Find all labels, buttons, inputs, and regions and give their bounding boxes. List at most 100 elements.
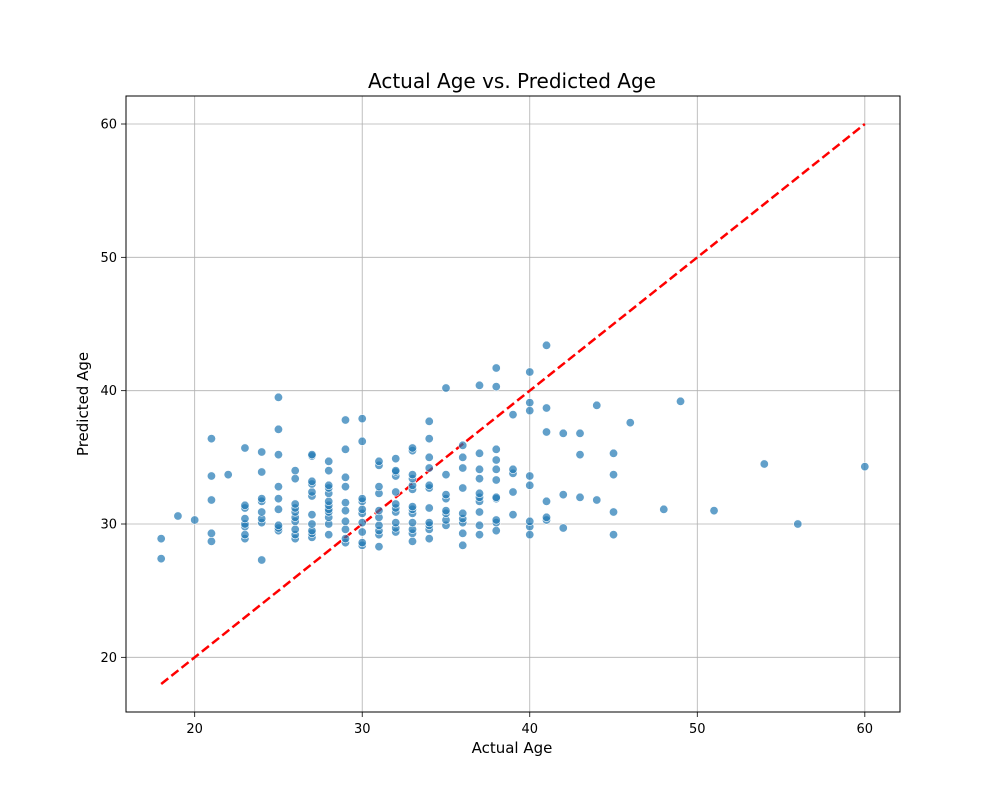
data-point (257, 507, 267, 517)
data-point (558, 523, 568, 533)
data-point (474, 520, 484, 530)
data-point (340, 498, 350, 508)
data-point (156, 554, 166, 564)
data-point (458, 528, 468, 538)
data-point (357, 527, 367, 537)
y-axis-ticks: 20 30 40 50 60 (100, 118, 126, 666)
y-tick-label: 40 (100, 384, 117, 399)
data-point (307, 519, 317, 529)
data-point (290, 466, 300, 476)
y-tick-label: 50 (100, 251, 117, 266)
data-point (357, 518, 367, 528)
data-point (206, 528, 216, 538)
data-point (474, 474, 484, 484)
data-point (592, 400, 602, 410)
data-point (324, 456, 334, 466)
data-point (542, 340, 552, 350)
y-tick-label: 60 (100, 118, 117, 133)
y-tick-label: 30 (100, 518, 117, 533)
data-point (156, 534, 166, 544)
data-point (424, 434, 434, 444)
data-point (491, 444, 501, 454)
data-point (424, 534, 434, 544)
data-point (223, 470, 233, 480)
data-point (659, 504, 669, 514)
data-point (240, 530, 250, 540)
data-point (525, 480, 535, 490)
data-point (508, 464, 518, 474)
data-point (525, 398, 535, 408)
data-point (374, 482, 384, 492)
data-point (508, 510, 518, 520)
data-point (391, 466, 401, 476)
data-point (441, 383, 451, 393)
data-point (592, 495, 602, 505)
data-point (206, 434, 216, 444)
x-tick-label: 60 (857, 722, 874, 737)
data-point (474, 488, 484, 498)
data-point (391, 454, 401, 464)
data-point (609, 530, 619, 540)
data-point (860, 462, 870, 472)
data-point (257, 467, 267, 477)
data-point (340, 524, 350, 534)
data-point (525, 367, 535, 377)
data-point (340, 472, 350, 482)
data-point (458, 440, 468, 450)
chart-title: Actual Age vs. Predicted Age (368, 69, 656, 93)
reference-line (160, 123, 866, 685)
grid-lines (126, 96, 900, 712)
plot-area-frame (125, 95, 901, 713)
reference-line-group (160, 123, 866, 685)
x-axis-ticks: 20 30 40 50 60 (186, 712, 873, 737)
data-point (575, 428, 585, 438)
data-point (407, 470, 417, 480)
data-point (340, 506, 350, 516)
data-point (558, 428, 568, 438)
data-point (474, 530, 484, 540)
data-point (407, 502, 417, 512)
data-point (206, 495, 216, 505)
data-point (491, 492, 501, 502)
data-point (407, 443, 417, 453)
data-point (357, 538, 367, 548)
data-point (340, 415, 350, 425)
data-point (407, 536, 417, 546)
data-point (240, 443, 250, 453)
data-point (340, 534, 350, 544)
data-point (625, 418, 635, 428)
data-point (340, 444, 350, 454)
data-point (307, 476, 317, 486)
data-point (458, 508, 468, 518)
data-point (424, 518, 434, 528)
data-point (206, 536, 216, 546)
data-point (474, 464, 484, 474)
data-point (709, 506, 719, 516)
x-tick-label: 50 (689, 722, 706, 737)
data-point (542, 427, 552, 437)
x-axis-label: Actual Age (472, 739, 553, 757)
data-point (324, 480, 334, 490)
data-point (525, 530, 535, 540)
data-point (491, 464, 501, 474)
data-point (609, 470, 619, 480)
x-tick-label: 20 (186, 722, 203, 737)
data-point (441, 490, 451, 500)
data-point (458, 463, 468, 473)
data-point (340, 482, 350, 492)
data-point (374, 456, 384, 466)
data-point (324, 530, 334, 540)
data-point (307, 487, 317, 497)
data-point (558, 490, 568, 500)
y-axis-label: Predicted Age (74, 352, 92, 456)
data-point (407, 518, 417, 528)
data-point (575, 492, 585, 502)
data-point (307, 510, 317, 520)
data-point (273, 450, 283, 460)
data-point (491, 526, 501, 536)
data-point (273, 392, 283, 402)
data-point (458, 483, 468, 493)
data-point (676, 396, 686, 406)
data-point (374, 520, 384, 530)
